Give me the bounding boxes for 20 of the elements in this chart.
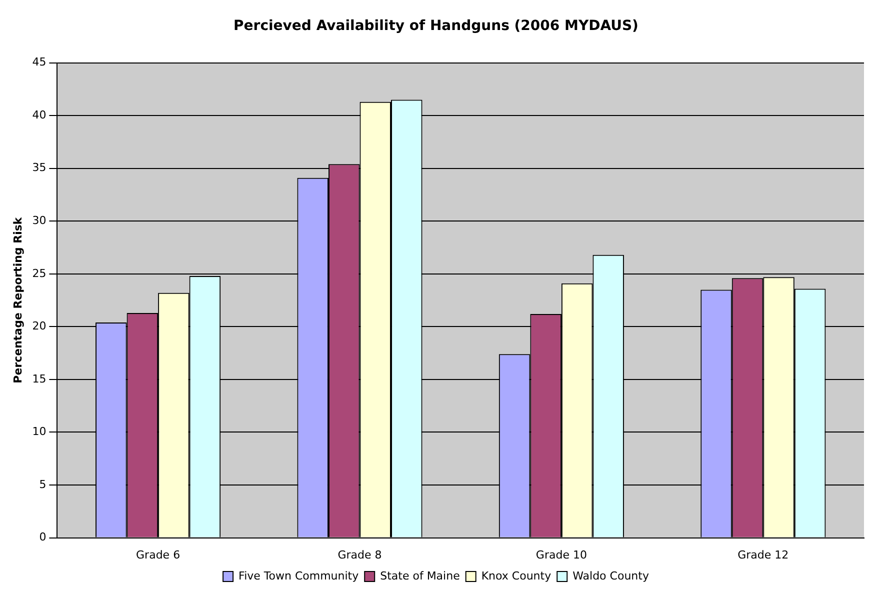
y-tick-label: 10 [32, 425, 46, 438]
y-tick-label: 40 [32, 108, 46, 122]
y-tick-label: 35 [32, 161, 46, 174]
y-tick-label: 30 [32, 214, 46, 227]
y-tick-label: 25 [32, 266, 46, 280]
legend-label: Waldo County [572, 569, 650, 582]
chart-title: Percieved Availability of Handguns (2006 MYDAUS) [234, 18, 638, 34]
legend-label: Five Town Community [238, 569, 360, 582]
x-tick-label: Grade 6 [136, 548, 180, 562]
legend-label: Knox County [481, 569, 552, 582]
y-tick-label: 0 [39, 530, 46, 544]
y-tick-label: 20 [32, 320, 46, 333]
x-tick-label: Grade 12 [738, 548, 789, 562]
legend-label: State of Maine [380, 569, 460, 582]
y-tick-label: 45 [32, 56, 46, 69]
y-axis-title: Percentage Reporting Risk [11, 216, 24, 384]
y-tick-label: 15 [32, 372, 46, 386]
x-tick-label: Grade 8 [338, 548, 382, 562]
x-tick-label: Grade 10 [536, 548, 587, 562]
y-tick-label: 5 [39, 478, 46, 491]
